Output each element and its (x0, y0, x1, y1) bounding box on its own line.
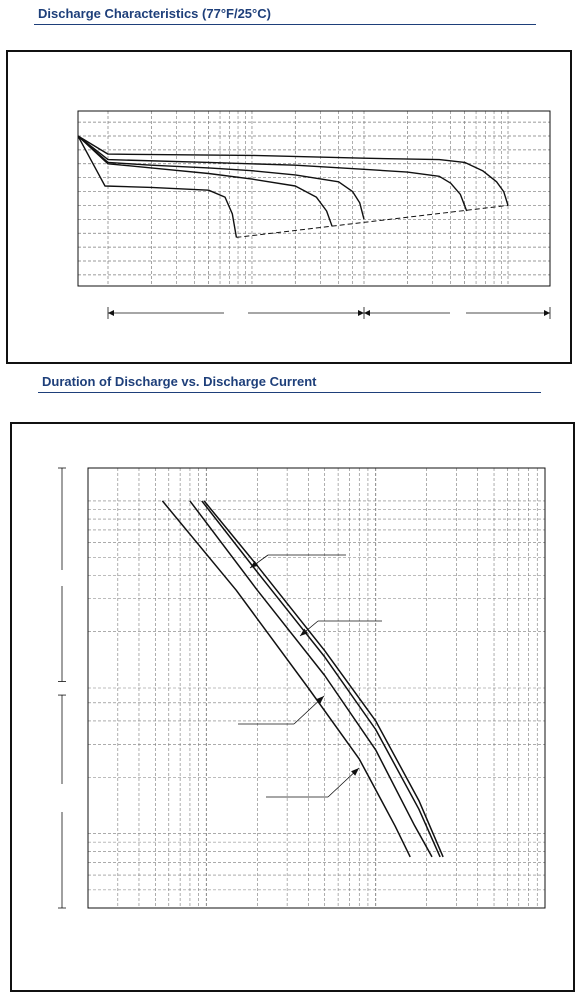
callout-arrowhead (316, 696, 324, 704)
chart1-title-rule (34, 24, 536, 25)
range-arrowhead (364, 310, 370, 316)
series-line-3 (161, 500, 411, 858)
callout-arrowhead (250, 560, 259, 568)
chart1-plot-frame (77, 110, 551, 287)
chart2-title-rule (38, 392, 541, 393)
hour-label-bg (450, 306, 466, 320)
series-line-2 (77, 135, 365, 220)
series-line-3 (77, 135, 468, 212)
series-line-4 (77, 135, 509, 206)
end-voltage-line (236, 204, 509, 238)
series-line-0 (77, 135, 238, 238)
series-line-0 (203, 500, 444, 858)
range-arrowhead (108, 310, 114, 316)
chart2-plot-frame (87, 467, 546, 909)
range-arrowhead (358, 310, 364, 316)
min-label-bg (55, 784, 69, 812)
series-line-2 (189, 500, 433, 858)
chart2-title: Duration of Discharge vs. Discharge Curr… (42, 374, 317, 389)
chart1-panel (6, 50, 572, 364)
callout-arrowhead (300, 628, 309, 636)
series-line-1 (201, 500, 441, 858)
chart2-panel (10, 422, 575, 992)
range-arrowhead (544, 310, 550, 316)
chart1-svg (77, 110, 551, 320)
min-label-bg (224, 306, 248, 320)
series-line-1 (77, 135, 333, 227)
hour-label-bg (55, 570, 69, 586)
chart1-title: Discharge Characteristics (77°F/25°C) (38, 6, 271, 21)
callout-arrowhead (351, 768, 359, 776)
